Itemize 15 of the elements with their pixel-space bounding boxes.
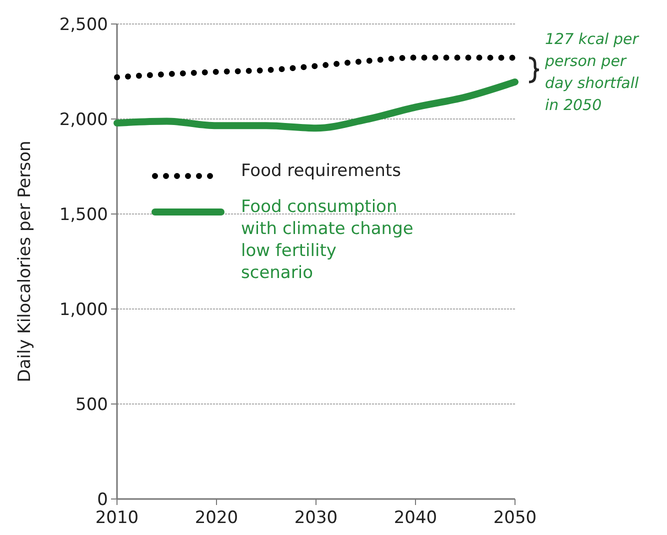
- x-tick-label: 2050: [493, 508, 537, 528]
- legend-label: Food requirements: [241, 161, 402, 181]
- y-axis-title: Daily Kilocalories per Person: [15, 140, 35, 382]
- y-tick-label: 500: [76, 394, 108, 415]
- legend-label: Food consumption with climate change low fertility scenario: [241, 197, 414, 283]
- y-tick-label: 2,000: [59, 110, 108, 130]
- y-tick-label: 1,500: [59, 204, 108, 225]
- x-tick-label: 2010: [95, 508, 139, 528]
- x-tick-label: 2030: [294, 508, 338, 528]
- y-tick-label: 0: [97, 490, 108, 510]
- y-tick-label: 1,000: [59, 300, 108, 320]
- y-tick-label: 2,500: [59, 14, 108, 35]
- text: 127 kcal per person per day shortfall in 2050: [544, 30, 640, 114]
- x-tick-label: 2040: [394, 508, 438, 528]
- x-tick-label: 2020: [194, 508, 238, 528]
